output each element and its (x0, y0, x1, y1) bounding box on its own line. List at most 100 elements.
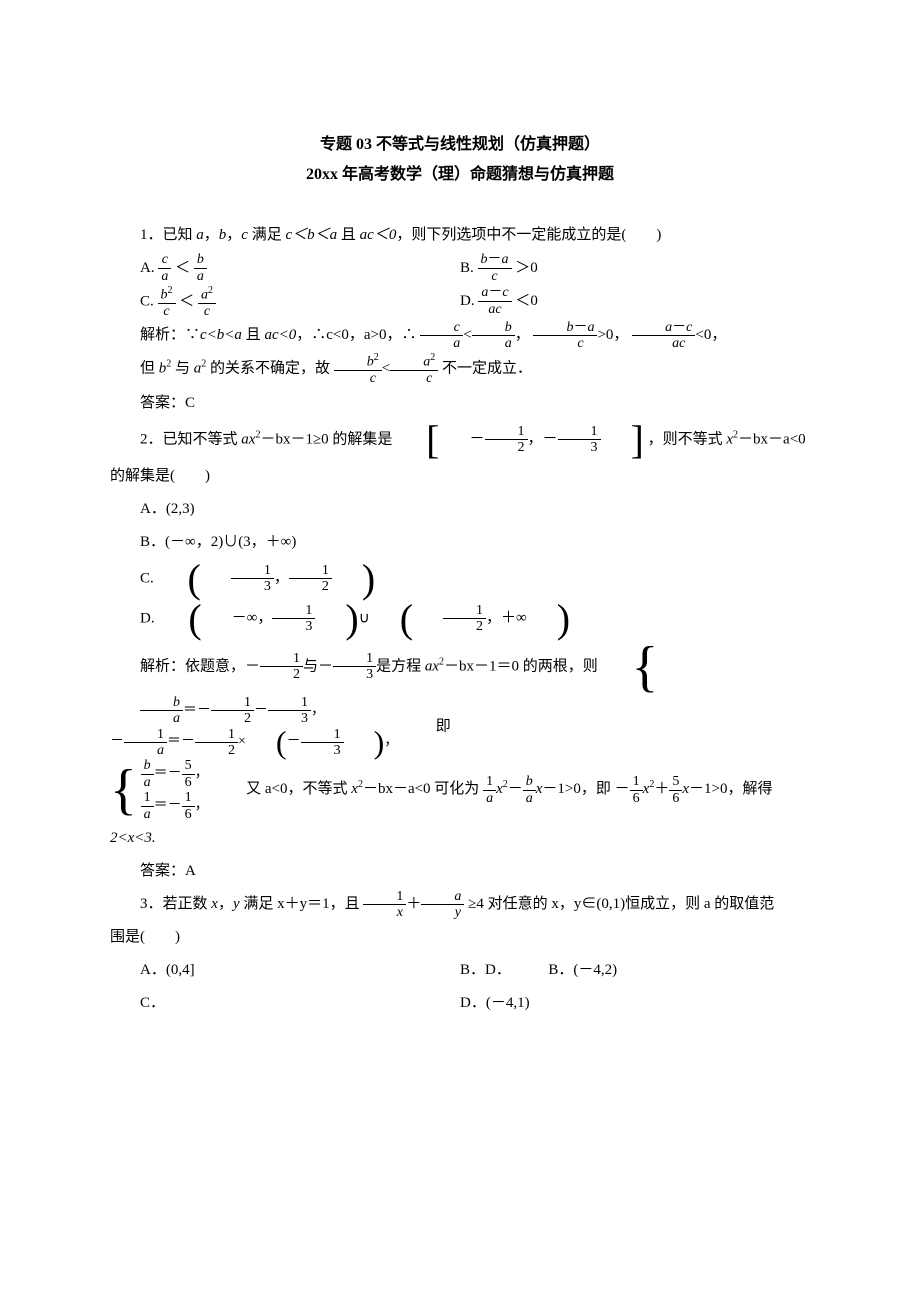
frac-amc-ac: a－cac (478, 285, 511, 317)
interval: －∞，13 (202, 602, 316, 635)
q2-explain-1: 解析：依题意，－12与－13是方程 ax2－bx－1＝0 的两根，则 { ba＝… (110, 639, 810, 759)
frac-bma-c: b－ac (478, 252, 512, 284)
q2-explain-2: { ba＝－56， 1a＝－16， 又 a<0，不等式 x2－bx－a<0 可化… (110, 758, 810, 822)
text: ，则不等式 (648, 431, 727, 447)
label: B. (460, 260, 474, 276)
frac-a2-c: a2c (198, 285, 216, 319)
frac: 13 (333, 651, 376, 683)
frac: a－cac (632, 320, 695, 352)
q2-stem: 2．已知不等式 ax2－bx－1≥0 的解集是 [－12，－13] ，则不等式 … (110, 420, 810, 493)
label: D. (460, 293, 475, 309)
sol: 2<x<3. (110, 830, 156, 846)
text: 满足 x＋y＝1，且 (240, 896, 360, 912)
q1-explain-1: 解析：∵c<b<a 且 ac<0，∴c<0，a>0，∴ ca<ba， b－ac>… (110, 319, 810, 352)
gt: >0， (597, 327, 628, 343)
text: ， (204, 227, 219, 243)
frac: b－ac (533, 320, 597, 352)
expr: c<b<a (200, 327, 242, 343)
text: 解析：∵ (140, 327, 200, 343)
q1-answer: 答案：C (110, 387, 810, 420)
q2-opt-d: D. (－∞，13)∪(12，＋∞) (110, 599, 810, 639)
frac-c-a: ca (158, 252, 171, 284)
q1-stem: 1．已知 a，b，c 满足 c＜b＜a 且 ac＜0，则下列选项中不一定能成立的… (110, 219, 810, 252)
label: C. (140, 293, 154, 309)
q1-row-ab: A. ca ＜ ba B. b－ac ＞0 (110, 252, 810, 285)
text: ， (226, 227, 241, 243)
frac: 12 (260, 651, 303, 683)
text: ＜0 (515, 293, 538, 309)
q2-opt-b: B．(－∞，2)∪(3，＋∞) (110, 526, 810, 559)
x: x (682, 782, 689, 798)
lparen-icon: ( (158, 599, 201, 639)
text: ，∴c<0，a>0，∴ (296, 327, 416, 343)
text: －bx－a<0 可化为 (363, 782, 479, 798)
text: －bx－1≥0 的解集是 (260, 431, 392, 447)
rparen-icon: ) (332, 559, 375, 599)
lt: < (382, 361, 390, 377)
q1-row-cd: C. b2c ＜ a2c D. a－cac ＜0 (110, 285, 810, 319)
q3-opt-c: C． (110, 987, 460, 1020)
text: －bx－1＝0 的两根，则 (444, 658, 598, 674)
frac: ca (420, 320, 463, 352)
right-bracket-icon: ] (601, 420, 644, 460)
text: 是方程 (376, 658, 425, 674)
lt: < (463, 327, 471, 343)
q3-opt-b: B．D． B．(－4,2) (460, 954, 810, 987)
frac: 1x (363, 889, 406, 921)
text: 即 (436, 718, 451, 734)
title-line-2: 20xx 年高考数学（理）命题猜想与仿真押题 (110, 160, 810, 190)
text: 又 a<0，不等式 (246, 782, 351, 798)
lt: ＜ (179, 293, 194, 309)
lt: <0 (695, 327, 711, 343)
frac-b2-c: b2c (158, 285, 176, 319)
left-bracket-icon: [ (396, 420, 439, 460)
text: 的关系不确定，故 (206, 361, 330, 377)
var-a: a (196, 227, 204, 243)
union: ∪ (359, 610, 370, 626)
q3-row-cd: C． D．(－4,1) (110, 987, 810, 1020)
frac-b-a: ba (194, 252, 207, 284)
text: 但 (140, 361, 159, 377)
x2: x (351, 782, 358, 798)
q3-stem: 3．若正数 x，y 满足 x＋y＝1，且 1x＋ay ≥4 对任意的 x，y∈(… (110, 888, 810, 921)
brace-icon: { (602, 639, 659, 695)
text: 与 (171, 361, 194, 377)
text: －1>0，解得 (689, 782, 772, 798)
q1-opt-a: A. ca ＜ ba (110, 252, 460, 285)
lparen-icon: ( (370, 599, 413, 639)
q3-row-ab: A．(0,4] B．D． B．(－4,2) (110, 954, 810, 987)
cases-2: ba＝－56， 1a＝－16， (141, 758, 209, 822)
cond: ac＜0 (360, 227, 397, 243)
q2-answer: 答案：A (110, 855, 810, 888)
frac: 16 (630, 774, 643, 806)
ax2: ax (425, 658, 439, 674)
page: 专题 03 不等式与线性规划（仿真押题） 20xx 年高考数学（理）命题猜想与仿… (0, 0, 920, 1302)
text: 2．已知不等式 (140, 431, 241, 447)
label: A. (140, 260, 155, 276)
q3-opt-a: A．(0,4] (110, 954, 460, 987)
frac: ba (523, 774, 536, 806)
interval: －12，－13 (440, 423, 601, 456)
q1-explain-2: 但 b2 与 a2 的关系不确定，故 b2c<a2c 不一定成立． (110, 352, 810, 386)
title-line-1: 专题 03 不等式与线性规划（仿真押题） (110, 130, 810, 160)
label: D. (140, 610, 155, 626)
q1-opt-d: D. a－cac ＜0 (460, 285, 810, 319)
text: ＞0 (515, 260, 538, 276)
cond: c＜b＜a (285, 227, 337, 243)
frac: 56 (669, 774, 682, 806)
ax2: ax (241, 431, 255, 447)
frac: ay (421, 889, 464, 921)
var-c: c (241, 227, 248, 243)
q1-opt-c: C. b2c ＜ a2c (110, 285, 460, 319)
interval: 13，12 (201, 562, 332, 595)
q2-explain-3: 2<x<3. (110, 822, 810, 855)
text: ， (711, 327, 726, 343)
x2: x (496, 782, 503, 798)
text: ，则下列选项中不一定能成立的是( ) (396, 227, 661, 243)
frac: 1a (483, 774, 496, 806)
text: 满足 (248, 227, 286, 243)
text: ≥4 对任意的 x，y∈(0,1)恒成立，则 a 的取值范 (468, 896, 774, 912)
x: x (211, 896, 218, 912)
text: 不一定成立． (442, 361, 532, 377)
text: 且 (337, 227, 360, 243)
